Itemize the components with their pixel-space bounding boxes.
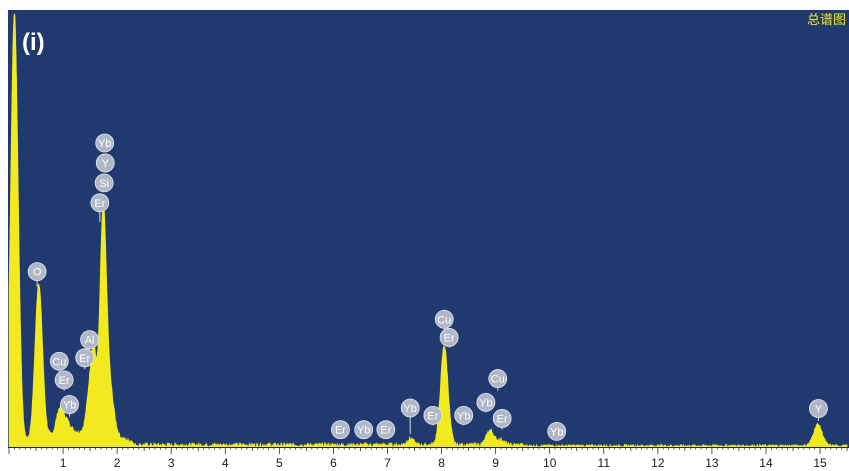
- marker-circle: [354, 420, 374, 440]
- x-tick-label: 5: [276, 456, 283, 470]
- element-marker-er: Er: [75, 348, 95, 370]
- x-tick-label: 15: [813, 456, 827, 470]
- x-tick-label: 4: [222, 456, 229, 470]
- element-marker-yb: Yb: [454, 405, 474, 426]
- marker-circle: [439, 328, 459, 347]
- element-marker-si: Si: [94, 173, 114, 193]
- marker-circle: [454, 405, 474, 425]
- marker-label: Er: [59, 375, 70, 387]
- marker-circle: [434, 309, 454, 329]
- plot-background: [8, 10, 849, 447]
- element-marker-cu: Cu: [488, 369, 508, 391]
- spectrum-layer: [8, 13, 848, 449]
- element-marker-er: Er: [331, 420, 350, 440]
- x-tick-label: 1: [60, 456, 67, 470]
- marker-label: Yb: [550, 426, 563, 438]
- element-marker-al: Al: [80, 330, 99, 352]
- marker-label: Si: [99, 178, 109, 190]
- element-marker-er: Er: [376, 420, 396, 440]
- marker-label: Er: [94, 198, 105, 210]
- marker-label: Cu: [491, 374, 505, 386]
- element-marker-cu: Cu: [49, 351, 69, 374]
- marker-label: Yb: [63, 400, 76, 412]
- x-tick-label: 3: [168, 456, 175, 470]
- element-marker-cu: Cu: [434, 309, 454, 331]
- marker-circle: [95, 153, 115, 173]
- marker-label: Er: [79, 353, 90, 365]
- corner-label: 总谱图: [807, 13, 846, 28]
- marker-circle: [376, 420, 396, 440]
- marker-label: O: [33, 267, 42, 279]
- marker-circle: [423, 405, 443, 425]
- element-marker-yb: Yb: [95, 133, 115, 153]
- marker-circle: [547, 422, 567, 441]
- x-tick-label: 14: [759, 456, 773, 470]
- element-marker-yb: Yb: [476, 393, 496, 413]
- marker-circle: [60, 395, 79, 414]
- element-marker-er: Er: [439, 328, 459, 348]
- marker-label: Yb: [479, 397, 492, 409]
- marker-circle: [90, 193, 110, 213]
- element-marker-yb: Yb: [60, 395, 79, 417]
- element-marker-y: Y: [809, 399, 828, 422]
- spectrum-area: [8, 13, 848, 449]
- panel-label: (i): [22, 29, 45, 56]
- marker-label: Er: [335, 425, 346, 437]
- axis-band: [8, 447, 849, 471]
- element-marker-y: Y: [95, 153, 115, 173]
- marker-circle: [27, 262, 47, 282]
- x-tick-label: 9: [492, 456, 499, 470]
- element-marker-er: Er: [423, 405, 443, 426]
- x-tick-label: 12: [651, 456, 665, 470]
- marker-circle: [94, 173, 114, 193]
- x-tick-label: 10: [543, 456, 557, 470]
- marker-label: Yb: [403, 403, 416, 415]
- x-tick-label: 2: [114, 456, 121, 470]
- element-marker-o: O: [27, 262, 47, 287]
- x-tick-label: 7: [384, 456, 391, 470]
- marker-label: Yb: [357, 425, 370, 437]
- marker-label: Yb: [98, 138, 111, 150]
- marker-label: Yb: [457, 410, 470, 422]
- marker-label: Er: [444, 332, 455, 344]
- x-tick-label: 11: [598, 456, 611, 470]
- marker-circle: [809, 399, 828, 418]
- marker-label: Y: [102, 158, 110, 170]
- marker-label: Er: [497, 413, 508, 425]
- element-marker-yb: Yb: [400, 398, 420, 435]
- x-tick-label: 13: [705, 456, 719, 470]
- marker-circle: [95, 133, 115, 153]
- marker-label: Er: [380, 425, 391, 437]
- element-marker-er: Er: [492, 409, 512, 430]
- marker-label: Al: [85, 335, 95, 347]
- marker-circle: [80, 330, 99, 350]
- marker-circle: [54, 370, 74, 390]
- marker-label: Er: [427, 410, 438, 422]
- element-marker-yb: Yb: [354, 420, 374, 440]
- x-axis: 1 2 3 4 5 6 7 8 9 10 11 12 13 14 15: [8, 447, 849, 471]
- marker-circle: [49, 351, 69, 371]
- marker-circle: [492, 409, 512, 428]
- element-markers: O Cu Er Yb Al Er Yb Y Si Er Er Yb Er Yb Er Cu Er Yb Yb Cu Er…: [27, 133, 828, 441]
- marker-circle: [331, 420, 350, 440]
- marker-label: Y: [815, 403, 823, 415]
- marker-circle: [400, 398, 420, 418]
- x-tick-label: 8: [438, 456, 445, 470]
- element-marker-er: Er: [54, 370, 74, 391]
- marker-circle: [488, 369, 508, 388]
- x-tick-label: 6: [330, 456, 337, 470]
- marker-label: Cu: [52, 356, 66, 368]
- marker-label: Cu: [437, 314, 451, 326]
- element-marker-yb: Yb: [547, 422, 567, 441]
- marker-circle: [476, 393, 496, 412]
- element-marker-er: Er: [90, 193, 110, 222]
- marker-circle: [75, 348, 95, 368]
